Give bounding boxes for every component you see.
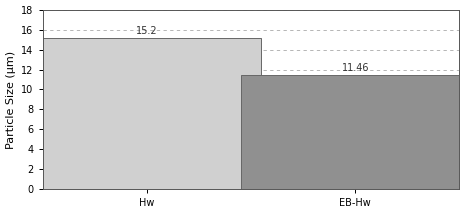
Bar (32, 37, 261, 189)
Text: 15.2: 15.2 (136, 25, 158, 36)
Bar (240, 75, 465, 189)
Y-axis label: Particle Size (μm): Particle Size (μm) (6, 51, 15, 149)
Text: 11.46: 11.46 (341, 63, 369, 73)
